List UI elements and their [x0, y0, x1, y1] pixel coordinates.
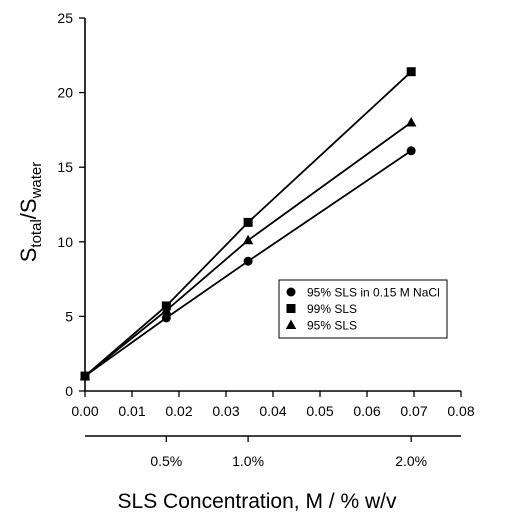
- series-circle: [80, 146, 416, 381]
- axes: 0.00 0.01 0.02 0.03 0.04 0.05 0.06 0.07 0.08 0 5 10…: [16, 10, 475, 513]
- legend-box: [278, 279, 448, 339]
- x-tick-label: 0.01: [118, 403, 145, 419]
- y-axis-title: Stotal/Swater: [16, 162, 45, 263]
- legend-label: 99% SLS: [307, 302, 357, 316]
- secondary-x-tick-label: 2.0%: [395, 453, 427, 469]
- y-tick-label: 5: [65, 308, 73, 324]
- data-point-square: [406, 67, 416, 77]
- x-tick-label: 0.07: [400, 403, 427, 419]
- x-tick-label: 0.04: [259, 403, 286, 419]
- series-line-circle: [84, 150, 412, 377]
- legend-marker-circle: [286, 287, 296, 297]
- secondary-x-tick-label: 1.0%: [232, 453, 264, 469]
- data-point-circle: [243, 256, 253, 266]
- series-triangle: [79, 116, 417, 381]
- legend-label: 95% SLS in 0.15 M NaCl: [307, 286, 440, 300]
- legend-marker-square: [286, 304, 296, 313]
- x-tick-label: 0.06: [353, 403, 380, 419]
- y-axis-title-part: /S: [16, 198, 41, 219]
- x-tick-label: 0.02: [165, 403, 192, 419]
- data-point-triangle: [405, 116, 417, 127]
- x-axis-title: SLS Concentration, M / % w/v: [118, 490, 397, 513]
- legend: 95% SLS in 0.15 M NaCl 99% SLS 95% SLS: [278, 279, 448, 339]
- legend-marker-triangle: [285, 319, 297, 329]
- data-point-triangle: [242, 234, 254, 245]
- y-tick-label: 10: [57, 234, 73, 250]
- data-point-circle: [406, 146, 416, 156]
- series-line-triangle: [84, 121, 412, 377]
- x-tick-label: 0.03: [212, 403, 239, 419]
- x-tick-label: 0.08: [447, 403, 474, 419]
- y-axis-title-subscript: water: [28, 162, 45, 200]
- y-axis-title-part: S: [16, 248, 41, 263]
- y-axis-title-subscript: total: [28, 219, 45, 247]
- data-point-circle: [161, 313, 171, 323]
- y-tick-label: 20: [57, 85, 73, 101]
- data-point-triangle: [79, 370, 91, 381]
- y-tick-label: 25: [57, 10, 73, 26]
- x-tick-label: 0.00: [71, 403, 98, 419]
- data-point-square: [243, 217, 253, 227]
- secondary-x-tick-label: 0.5%: [150, 453, 182, 469]
- data-point-triangle: [161, 304, 172, 315]
- y-tick-label: 0: [65, 383, 73, 399]
- series-group: [79, 67, 417, 381]
- series-line-square: [84, 71, 412, 377]
- x-tick-label: 0.05: [306, 403, 333, 419]
- legend-label: 95% SLS: [307, 319, 357, 333]
- y-tick-label: 15: [57, 159, 73, 175]
